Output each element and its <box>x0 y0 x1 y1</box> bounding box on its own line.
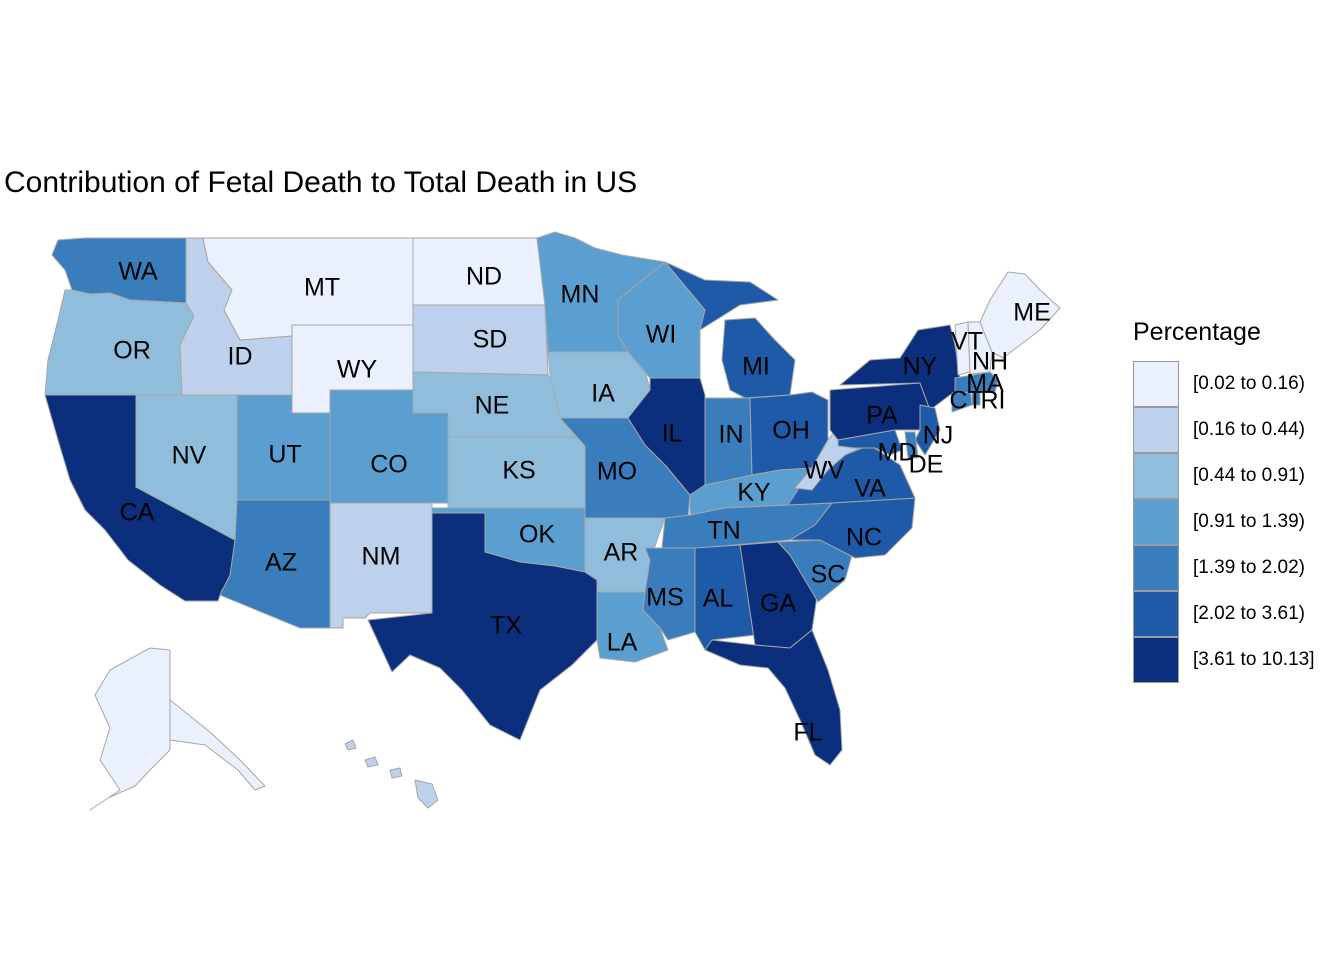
state-label-va: VA <box>854 475 886 503</box>
state-md <box>837 429 903 456</box>
state-label-fl: FL <box>793 719 822 747</box>
state-label-nj: NJ <box>923 422 954 450</box>
state-label-md: MD <box>878 439 917 467</box>
legend-swatch <box>1133 591 1179 637</box>
state-me <box>979 271 1061 359</box>
state-label-me: ME <box>1013 299 1051 327</box>
state-label-la: LA <box>607 629 638 657</box>
legend-item: [0.16 to 0.44) <box>1133 407 1305 453</box>
state-label-mt: MT <box>304 274 340 302</box>
state-label-il: IL <box>662 420 683 448</box>
state-label-ms: MS <box>646 584 684 612</box>
state-label-nh: NH <box>972 348 1008 376</box>
state-label-ga: GA <box>760 590 796 618</box>
legend-item: [3.61 to 10.13] <box>1133 637 1315 683</box>
state-label-oh: OH <box>772 417 810 445</box>
state-label-ky: KY <box>737 479 771 507</box>
state-nc <box>789 497 916 559</box>
legend-label: [0.02 to 0.16) <box>1193 373 1305 394</box>
state-nj <box>914 404 941 456</box>
state-il <box>627 377 706 496</box>
state-label-nc: NC <box>846 524 882 552</box>
state-label-ny: NY <box>903 353 938 381</box>
state-ak <box>89 647 266 811</box>
legend-label: [0.44 to 0.91) <box>1193 465 1305 486</box>
state-label-wi: WI <box>646 321 677 349</box>
map-title: Contribution of Fetal Death to Total Dea… <box>4 166 638 199</box>
state-label-pa: PA <box>866 402 898 430</box>
state-label-mi: MI <box>742 353 770 381</box>
state-hi <box>344 739 439 809</box>
legend-item: [2.02 to 3.61) <box>1133 591 1305 637</box>
state-ny <box>839 324 963 411</box>
state-label-wa: WA <box>118 258 158 286</box>
state-label-id: ID <box>228 343 253 371</box>
state-label-de: DE <box>909 451 944 479</box>
state-label-co: CO <box>370 451 408 479</box>
legend-label: [3.61 to 10.13] <box>1193 649 1315 670</box>
legend-label: [2.02 to 3.61) <box>1193 603 1305 624</box>
legend: Percentage [0.02 to 0.16) [0.16 to 0.44)[… <box>1133 318 1315 683</box>
state-label-al: AL <box>703 585 734 613</box>
state-fl <box>704 629 843 766</box>
state-label-nv: NV <box>172 442 207 470</box>
state-label-wv: WV <box>804 457 845 485</box>
legend-swatch <box>1133 453 1179 499</box>
state-label-or: OR <box>113 337 151 365</box>
state-label-vt: VT <box>951 328 983 356</box>
state-label-wy: WY <box>337 356 378 384</box>
legend-swatch <box>1133 407 1179 453</box>
state-label-in: IN <box>719 421 744 449</box>
legend-swatch <box>1133 499 1179 545</box>
state-tx <box>367 512 598 741</box>
legend-title: Percentage <box>1133 318 1261 346</box>
legend-item: [1.39 to 2.02) <box>1133 545 1305 591</box>
state-label-ct: CT <box>949 387 982 415</box>
state-label-ar: AR <box>604 539 639 567</box>
legend-label: [0.16 to 0.44) <box>1193 419 1305 440</box>
state-labels: WA OR CA ID NV MT WY UT AZ CO NM ND SD NE KS OK TX MN IA MO… <box>113 258 1051 747</box>
state-label-az: AZ <box>265 549 297 577</box>
legend-swatch <box>1133 545 1179 591</box>
legend-item: [0.91 to 1.39) <box>1133 499 1305 545</box>
state-shapes <box>44 231 1061 811</box>
state-label-ia: IA <box>591 380 615 408</box>
state-label-sc: SC <box>811 561 846 589</box>
legend-item: [0.02 to 0.16) <box>1133 361 1305 407</box>
state-label-ut: UT <box>268 441 301 469</box>
legend-swatch <box>1133 361 1179 407</box>
state-label-tn: TN <box>707 517 740 545</box>
legend-label: [0.91 to 1.39) <box>1193 511 1305 532</box>
state-label-sd: SD <box>473 326 508 354</box>
legend-items: [0.02 to 0.16) [0.16 to 0.44) [0.44 to 0.9… <box>1133 361 1315 683</box>
state-nh <box>967 321 993 375</box>
state-label-ok: OK <box>519 521 555 549</box>
state-label-ca: CA <box>120 499 155 527</box>
state-label-tx: TX <box>490 612 522 640</box>
state-label-ne: NE <box>475 392 510 420</box>
legend-label: [1.39 to 2.02) <box>1193 557 1305 578</box>
state-label-mn: MN <box>561 281 600 309</box>
state-label-ma: MA <box>966 370 1004 398</box>
state-label-ks: KS <box>502 457 535 485</box>
state-label-mo: MO <box>597 458 637 486</box>
legend-swatch <box>1133 637 1179 683</box>
state-label-nm: NM <box>362 543 401 571</box>
legend-item: [0.44 to 0.91) <box>1133 453 1305 499</box>
state-de <box>904 431 919 459</box>
state-label-nd: ND <box>466 263 502 291</box>
state-label-ri: RI <box>981 387 1006 415</box>
